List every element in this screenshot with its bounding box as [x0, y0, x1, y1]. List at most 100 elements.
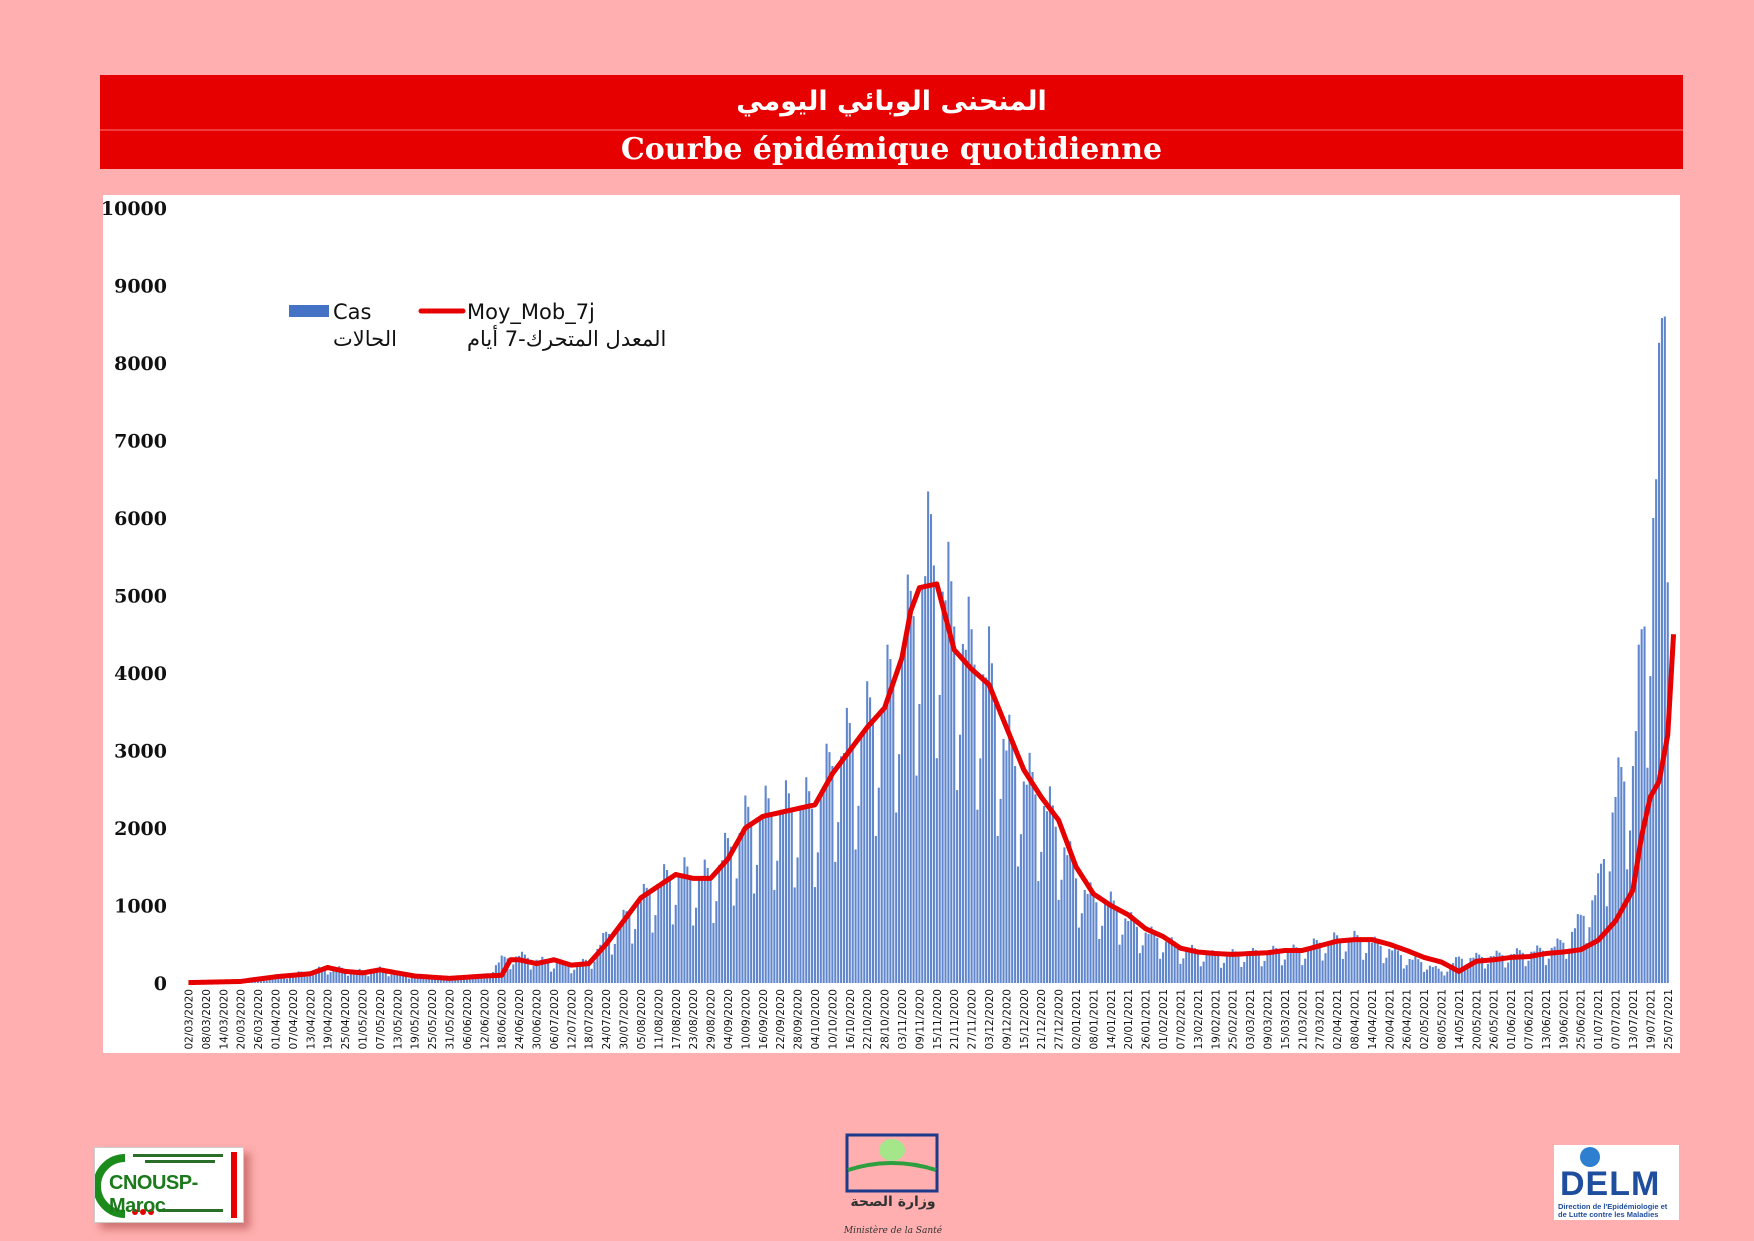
x-tick-label: 02/04/2021 [1332, 989, 1344, 1050]
bar-cas [1072, 859, 1075, 983]
bar-cas [520, 951, 524, 983]
x-tick-label: 11/08/2020 [653, 989, 665, 1050]
bar-cas [784, 780, 788, 983]
bar-cas [1475, 952, 1478, 983]
x-tick-label: 07/07/2021 [1611, 989, 1623, 1050]
bar-cas [1498, 952, 1501, 983]
bar-cas [1112, 900, 1115, 983]
bar-cas [384, 970, 387, 983]
bar-cas [274, 977, 277, 983]
bar-cas [599, 944, 602, 983]
bar-cas [802, 808, 805, 984]
bar-cas [590, 968, 593, 983]
bar-cas [529, 969, 532, 983]
bar-cas [1199, 966, 1202, 983]
bar-cas [726, 838, 729, 983]
bar-cas [1524, 966, 1527, 983]
bar-cas [1611, 812, 1614, 983]
bar-cas [1130, 912, 1133, 983]
bar-cas [1138, 953, 1141, 983]
bar-cas [558, 963, 561, 984]
bar-cas [628, 914, 631, 983]
bar-cas [320, 967, 323, 983]
bar-cas [404, 974, 408, 983]
bar-cas [500, 955, 503, 983]
bar-cas [286, 978, 289, 983]
bar-cas [1541, 950, 1545, 983]
bar-cas [750, 821, 753, 983]
bar-cas [883, 704, 886, 983]
bar-cas [1565, 958, 1568, 983]
bar-cas [1240, 967, 1243, 983]
bar-cas [1660, 318, 1663, 983]
bar-cas [1666, 582, 1669, 983]
bar-cas [1312, 938, 1315, 983]
bar-cas [921, 585, 924, 983]
bar-cas [552, 968, 555, 983]
x-tick-label: 26/03/2020 [253, 989, 265, 1050]
bar-cas [1103, 904, 1107, 983]
bar-cas [378, 966, 381, 983]
x-tick-label: 04/10/2020 [810, 989, 822, 1050]
bar-cas [1637, 644, 1640, 983]
y-tick-label: 8000 [114, 353, 167, 375]
bar-cas [555, 963, 558, 983]
x-tick-label: 06/06/2020 [462, 989, 474, 1050]
x-tick-label: 10/09/2020 [740, 989, 752, 1050]
bar-cas [413, 976, 416, 983]
bar-cas [776, 860, 779, 983]
bar-cas [271, 977, 274, 983]
bar-cas [1585, 943, 1588, 983]
bar-cas [262, 979, 265, 984]
bar-cas [1489, 956, 1492, 983]
bar-cas [1278, 950, 1281, 983]
bar-cas [1646, 767, 1649, 983]
bar-cas [1556, 938, 1559, 983]
x-tick-label: 03/12/2020 [984, 989, 996, 1050]
bar-cas [1263, 960, 1266, 983]
bar-cas [724, 832, 727, 983]
bar-cas [729, 846, 732, 983]
bar-cas [1060, 879, 1063, 983]
x-tick-label: 21/03/2021 [1297, 989, 1309, 1050]
bar-cas [402, 972, 405, 983]
bar-cas [1483, 968, 1487, 983]
bar-cas [1443, 975, 1446, 983]
title-arabic: المنحنى الوبائي اليومي [100, 75, 1683, 129]
epidemic-curve-chart: 0 1000 2000 3000 4000 5000 6000 7000 8000 9000 100… [103, 198, 1677, 1050]
bar-cas [317, 966, 321, 983]
x-tick-label: 12/07/2020 [566, 989, 578, 1050]
x-tick-label: 13/05/2020 [392, 989, 404, 1050]
bar-cas [871, 719, 875, 983]
bar-cas [1077, 927, 1080, 983]
bar-cas [1336, 935, 1339, 983]
bar-cas [866, 681, 869, 983]
bar-cas [280, 975, 283, 983]
bar-cas [602, 933, 605, 983]
y-tick-label: 3000 [114, 741, 167, 763]
bar-cas [387, 976, 390, 983]
bar-cas [1330, 940, 1333, 983]
bar-cas [813, 887, 817, 983]
bar-cas [1141, 945, 1144, 983]
bar-cas [1536, 945, 1539, 983]
bar-cas [947, 541, 950, 983]
bar-cas [1486, 963, 1489, 983]
bar-cas [1626, 869, 1629, 983]
bar-cas [857, 805, 860, 983]
bar-cas [889, 659, 892, 983]
x-tick-label: 02/05/2021 [1419, 989, 1431, 1050]
x-tick-label: 08/03/2020 [201, 989, 213, 1050]
bar-cas [1269, 951, 1272, 983]
bar-cas [1182, 958, 1185, 983]
bar-cas [1208, 954, 1211, 983]
bar-cas [1594, 895, 1597, 983]
bar-cas [1164, 941, 1167, 983]
bar-cas [680, 875, 683, 983]
bar-cas [837, 822, 840, 983]
bar-cas [570, 973, 573, 983]
bar-cas [1385, 957, 1388, 983]
bar-cas [663, 864, 666, 983]
bar-cas [428, 979, 431, 983]
bar-cas [1547, 958, 1550, 983]
